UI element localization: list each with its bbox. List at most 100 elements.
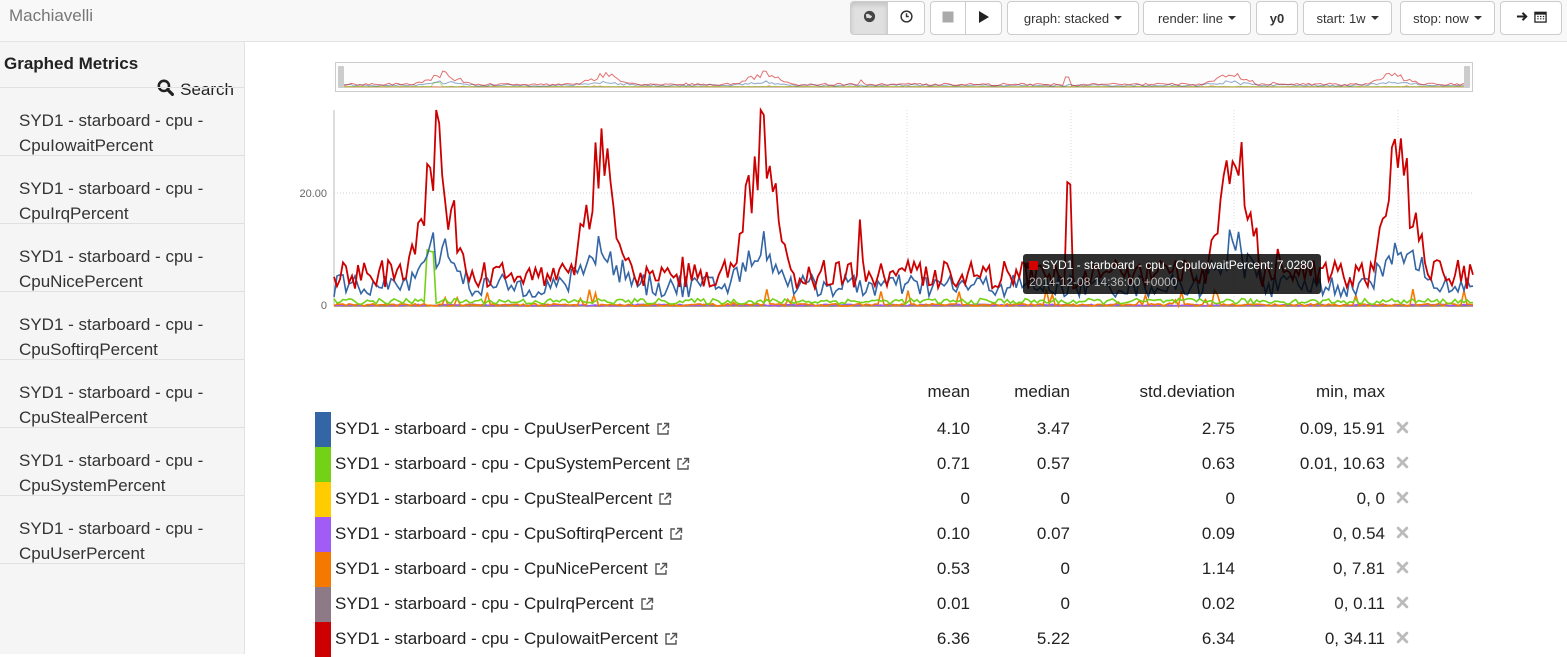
stat-min-max: 0, 7.81 [1275, 559, 1385, 579]
remove-series-icon[interactable] [1396, 491, 1409, 509]
sidebar-item-line2: CpuNicePercent [19, 269, 226, 294]
metric-line-chart[interactable]: 20.00 0 [245, 97, 1567, 317]
graph-mode-dropdown[interactable]: graph: stacked [1007, 1, 1139, 35]
remove-series-icon[interactable] [1396, 631, 1409, 649]
legend-series-name[interactable]: SYD1 - starboard - cpu - CpuUserPercent [335, 419, 650, 439]
stop-time-dropdown[interactable]: stop: now [1400, 1, 1495, 35]
legend-series-name-wrap: SYD1 - starboard - cpu - CpuStealPercent [335, 489, 672, 509]
stat-mean: 0.71 [885, 454, 970, 474]
sidebar-item-line1: SYD1 - starboard - cpu - [19, 448, 226, 473]
stat-std-deviation: 0.63 [1095, 454, 1235, 474]
external-link-icon[interactable] [676, 457, 690, 471]
goto-date-button[interactable] [1500, 1, 1562, 35]
sidebar-item-line2: CpuSystemPercent [19, 473, 226, 498]
legend-series-name[interactable]: SYD1 - starboard - cpu - CpuIowaitPercen… [335, 629, 658, 649]
graphed-metrics-sidebar: Graphed Metrics Search SYD1 - starboard … [0, 42, 245, 654]
remove-series-icon[interactable] [1396, 596, 1409, 614]
y-tick-label: 20.00 [299, 188, 327, 200]
tooltip-swatch [1029, 261, 1038, 270]
stat-std-deviation: 0.02 [1095, 594, 1235, 614]
legend-series-name[interactable]: SYD1 - starboard - cpu - CpuSoftirqPerce… [335, 524, 663, 544]
legend-series-name-wrap: SYD1 - starboard - cpu - CpuSoftirqPerce… [335, 524, 683, 544]
caret-down-icon [1114, 16, 1122, 20]
preview-right-handle[interactable] [1464, 66, 1470, 88]
legend-series-name[interactable]: SYD1 - starboard - cpu - CpuIrqPercent [335, 594, 634, 614]
legend-series-name[interactable]: SYD1 - starboard - cpu - CpuNicePercent [335, 559, 648, 579]
series-color-swatch [315, 552, 331, 587]
stat-min-max: 0, 0.54 [1275, 524, 1385, 544]
metric-list: SYD1 - starboard - cpu - CpuIowaitPercen… [0, 87, 244, 564]
tooltip-time: 2014-12-08 14:36:00 +0000 [1029, 275, 1315, 289]
stat-min-max: 0.09, 15.91 [1275, 419, 1385, 439]
external-link-icon[interactable] [664, 632, 678, 646]
sidebar-item-cpusystempercent[interactable]: SYD1 - starboard - cpu - CpuSystemPercen… [0, 428, 244, 496]
stat-mean: 0 [885, 489, 970, 509]
stat-min-max: 0, 0.11 [1275, 594, 1385, 614]
sidebar-item-cpustealpercent[interactable]: SYD1 - starboard - cpu - CpuStealPercent [0, 360, 244, 428]
globe-button[interactable] [850, 1, 888, 35]
legend-row[interactable]: SYD1 - starboard - cpu - CpuNicePercent 0… [315, 552, 1415, 587]
external-link-icon[interactable] [654, 562, 668, 576]
legend-series-name-wrap: SYD1 - starboard - cpu - CpuNicePercent [335, 559, 668, 579]
remove-series-icon[interactable] [1396, 421, 1409, 439]
remove-series-icon[interactable] [1396, 561, 1409, 579]
external-link-icon[interactable] [658, 492, 672, 506]
legend-row[interactable]: SYD1 - starboard - cpu - CpuIowaitPercen… [315, 622, 1415, 657]
stat-median: 0.57 [975, 454, 1070, 474]
series-color-swatch [315, 412, 331, 447]
sidebar-item-line2: CpuIowaitPercent [19, 133, 226, 158]
legend-series-name[interactable]: SYD1 - starboard - cpu - CpuStealPercent [335, 489, 652, 509]
legend-row[interactable]: SYD1 - starboard - cpu - CpuStealPercent… [315, 482, 1415, 517]
sidebar-item-cpuirqpercent[interactable]: SYD1 - starboard - cpu - CpuIrqPercent [0, 156, 244, 224]
stat-min-max: 0, 34.11 [1275, 629, 1385, 649]
stat-min-max: 0, 0 [1275, 489, 1385, 509]
stop-button[interactable] [930, 1, 966, 35]
caret-down-icon [1371, 16, 1379, 20]
render-mode-dropdown[interactable]: render: line [1143, 1, 1251, 35]
preview-series-line [342, 71, 1466, 86]
header-median: median [975, 382, 1070, 402]
sidebar-item-line1: SYD1 - starboard - cpu - [19, 176, 226, 201]
app-brand[interactable]: Machiavelli [9, 6, 93, 26]
main-content: 20.00 0 SYD1 - starboard - cpu - CpuIowa… [245, 42, 1567, 654]
sidebar-item-cpunicepercent[interactable]: SYD1 - starboard - cpu - CpuNicePercent [0, 224, 244, 292]
remove-series-icon[interactable] [1396, 456, 1409, 474]
start-time-label: start: 1w [1316, 11, 1365, 26]
calendar-icon [1534, 10, 1547, 26]
y0-toggle-button[interactable]: y0 [1256, 1, 1298, 35]
external-link-icon[interactable] [656, 422, 670, 436]
sidebar-item-line2: CpuSoftirqPercent [19, 337, 226, 362]
preview-left-handle[interactable] [338, 66, 344, 88]
stat-median: 0 [975, 489, 1070, 509]
sidebar-item-cpuiowaitpercent[interactable]: SYD1 - starboard - cpu - CpuIowaitPercen… [0, 88, 244, 156]
stat-median: 5.22 [975, 629, 1070, 649]
series-color-swatch [315, 482, 331, 517]
sidebar-item-line2: CpuStealPercent [19, 405, 226, 430]
external-link-icon[interactable] [640, 597, 654, 611]
globe-icon [863, 10, 876, 26]
clock-button[interactable] [887, 1, 925, 35]
legend-row[interactable]: SYD1 - starboard - cpu - CpuIrqPercent 0.… [315, 587, 1415, 622]
chart-tooltip: SYD1 - starboard - cpu - CpuIowaitPercen… [1023, 254, 1321, 294]
legend-row[interactable]: SYD1 - starboard - cpu - CpuSystemPercen… [315, 447, 1415, 482]
legend-series-name-wrap: SYD1 - starboard - cpu - CpuIrqPercent [335, 594, 654, 614]
clock-icon [900, 10, 913, 26]
remove-series-icon[interactable] [1396, 526, 1409, 544]
sidebar-item-line1: SYD1 - starboard - cpu - [19, 312, 226, 337]
range-preview-slider[interactable] [335, 62, 1473, 92]
caret-down-icon [1228, 16, 1236, 20]
legend-series-name[interactable]: SYD1 - starboard - cpu - CpuSystemPercen… [335, 454, 670, 474]
stat-std-deviation: 6.34 [1095, 629, 1235, 649]
header-std-deviation: std.deviation [1095, 382, 1235, 402]
sidebar-item-cpusoftirqpercent[interactable]: SYD1 - starboard - cpu - CpuSoftirqPerce… [0, 292, 244, 360]
sidebar-item-line2: CpuUserPercent [19, 541, 226, 566]
header-mean: mean [885, 382, 970, 402]
sidebar-item-line2: CpuIrqPercent [19, 201, 226, 226]
external-link-icon[interactable] [669, 527, 683, 541]
legend-row[interactable]: SYD1 - starboard - cpu - CpuSoftirqPerce… [315, 517, 1415, 552]
play-button[interactable] [965, 1, 1002, 35]
stat-std-deviation: 1.14 [1095, 559, 1235, 579]
sidebar-item-cpuuserpercent[interactable]: SYD1 - starboard - cpu - CpuUserPercent [0, 496, 244, 564]
start-time-dropdown[interactable]: start: 1w [1303, 1, 1392, 35]
